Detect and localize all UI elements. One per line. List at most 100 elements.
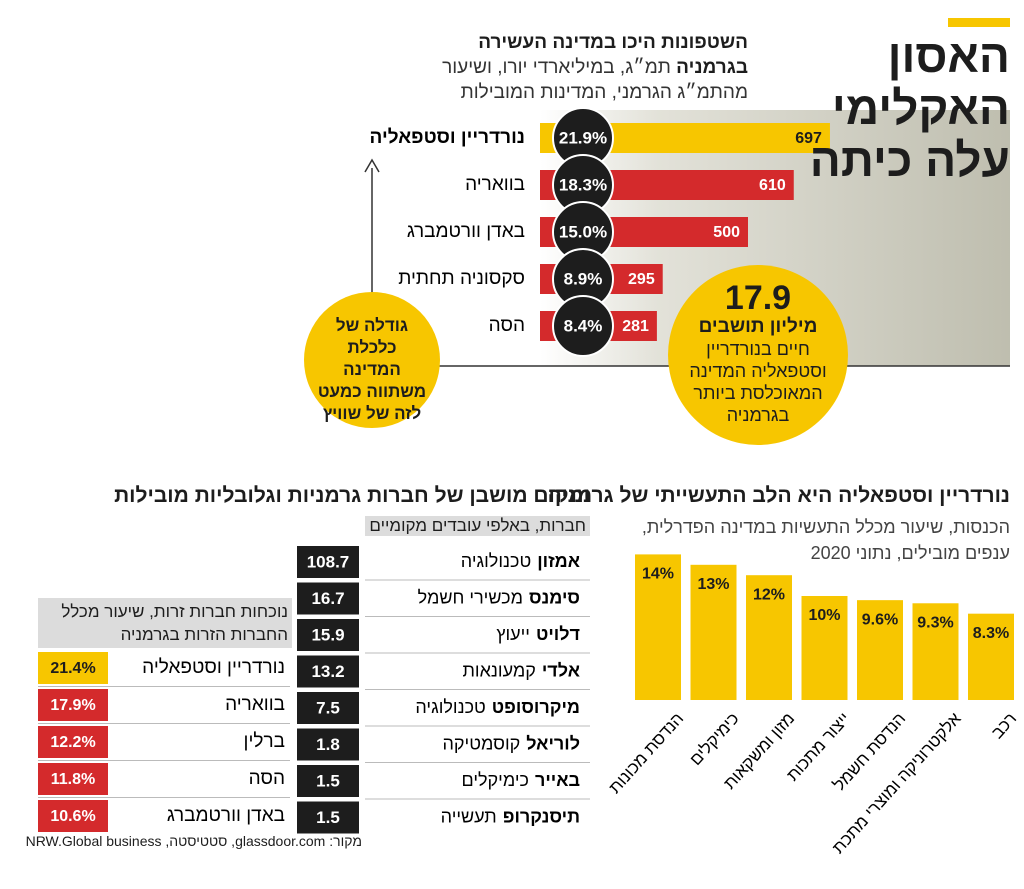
value-label: 295 (628, 271, 655, 288)
company-name: מיקרוסופט (492, 697, 580, 717)
value-box (297, 801, 359, 834)
company-name: דלויט (536, 624, 580, 644)
value-box (38, 763, 108, 795)
company-sector: כימיקלים (461, 770, 528, 790)
value-box (297, 655, 359, 688)
value-label: 16.7 (311, 589, 344, 608)
chart-subtitle: תמ״ג, במיליארדי יורו, ושיעור מהתמ״ג הגרמ… (442, 57, 748, 103)
chart-subtitle: הכנסות, שיעור מכלל התעשיות במדינה הפדרלי… (641, 517, 1010, 563)
company-sector: טכנולוגיה (461, 551, 531, 571)
company-name: סימנס (529, 587, 580, 607)
bar (912, 603, 959, 700)
chart-title: השטפונות היכו במדינה העשירה בגרמניה (478, 32, 748, 78)
value-label: 1.5 (316, 808, 340, 827)
value-label: 697 (795, 130, 822, 147)
share-label: 21.9% (559, 128, 607, 147)
chart-title: ומקום מושבן של חברות גרמניות וגלובליות מ… (114, 484, 590, 507)
value-label: 15.9 (311, 625, 344, 644)
value-label: 10% (808, 607, 840, 624)
arrow-head (364, 158, 380, 173)
category-label: הסה (489, 315, 525, 336)
category-label: נורדריין וסטפאליה (370, 127, 525, 148)
population-text: חיים בנורדריין וסטפאליה המדינה המאוכלסת … (689, 339, 827, 425)
value-box (38, 689, 108, 721)
bar (857, 600, 903, 700)
bar (746, 575, 792, 700)
share-label: 18.3% (559, 175, 607, 194)
value-label: 7.5 (316, 698, 340, 717)
value-box (297, 728, 359, 761)
chart-heading: השטפונות היכו במדינה העשירה בגרמניה תמ״ג… (418, 30, 748, 105)
category-label: באדן וורטמברג (407, 221, 525, 242)
category-label: באדן וורטמברג (167, 805, 285, 826)
value-label: 11.8% (51, 771, 95, 788)
value-label: 13.2 (311, 662, 344, 681)
value-label: 13% (697, 576, 729, 593)
chart-title: נורדריין וסטפאליה היא הלב התעשייתי של גר… (547, 484, 1010, 507)
company-name: באייר (535, 770, 580, 790)
annotation: גודלה של כלכלת המדינה משתווה כמעט לזה של… (317, 316, 427, 423)
bar (801, 596, 848, 700)
value-label: 14% (642, 566, 674, 583)
value-label: 8.3% (973, 625, 1009, 642)
company-name: אלדי (542, 660, 580, 680)
bar (968, 613, 1014, 700)
category-label: בוואריה (225, 694, 285, 715)
category-label: הסה (249, 768, 285, 789)
bar (635, 554, 681, 700)
value-box (297, 619, 359, 651)
category-label: בוואריה (465, 174, 525, 195)
annotation-circle (668, 265, 848, 445)
value-label: 12% (753, 586, 785, 603)
company-name: לוריאל (526, 733, 580, 753)
value-label: 1.5 (316, 771, 340, 790)
company-name: אמזון (537, 551, 580, 571)
chart-subtitle: חברות, באלפי עובדים מקומיים (365, 516, 590, 536)
value-label: 500 (713, 224, 740, 241)
category-label: סקסוניה תחתית (398, 268, 525, 289)
value-label: 9.3% (917, 614, 953, 631)
value-label: 1.8 (316, 735, 340, 754)
share-label: 8.4% (564, 316, 603, 335)
value-box (297, 582, 359, 615)
company-sector: מכשירי חשמל (418, 587, 523, 607)
share-circle (552, 295, 614, 357)
company-sector: טכנולוגיה (415, 697, 485, 717)
population-unit: מיליון תושבים (698, 316, 818, 337)
category-label: הנדסת מכונות (605, 709, 687, 797)
annotation-circle (304, 292, 440, 428)
company-sector: קוסמטיקה (443, 733, 521, 753)
share-label: 15.0% (559, 222, 607, 241)
bar (690, 564, 737, 700)
value-box (38, 652, 108, 684)
share-label: 8.9% (564, 269, 603, 288)
category-label: רכב (988, 709, 1021, 742)
category-label: ברלין (244, 731, 285, 752)
company-sector: ייעוץ (496, 624, 530, 644)
company-name: תיסנקרופ (503, 806, 580, 826)
company-sector: תעשייה (441, 806, 497, 826)
value-label: 281 (622, 318, 649, 335)
value-label: 610 (759, 177, 786, 194)
main-title: האסון האקלימי עלה כיתה (809, 30, 1010, 186)
header-accent (948, 18, 1010, 27)
value-label: 9.6% (862, 611, 898, 628)
value-box (38, 800, 108, 832)
value-box (297, 692, 359, 724)
value-label: 10.6% (50, 808, 95, 825)
chart-subtitle: נוכחות חברות זרות, שיעור מכלל החברות הזר… (38, 598, 292, 648)
company-sector: קמעונאות (462, 660, 535, 680)
value-box (297, 546, 359, 578)
source-note: מקור: glassdoor.com, סטטיסטה, NRW.Global… (25, 833, 362, 849)
value-box (297, 765, 359, 797)
value-label: 12.2% (50, 734, 95, 751)
value-box (38, 726, 108, 758)
value-label: 17.9% (50, 697, 95, 714)
category-label: כימיקלים (686, 709, 743, 769)
value-label: 21.4% (50, 660, 95, 677)
category-label: נורדריין וסטפאליה (142, 657, 285, 678)
population-value: 17.9 (724, 279, 792, 317)
value-label: 108.7 (307, 552, 350, 571)
